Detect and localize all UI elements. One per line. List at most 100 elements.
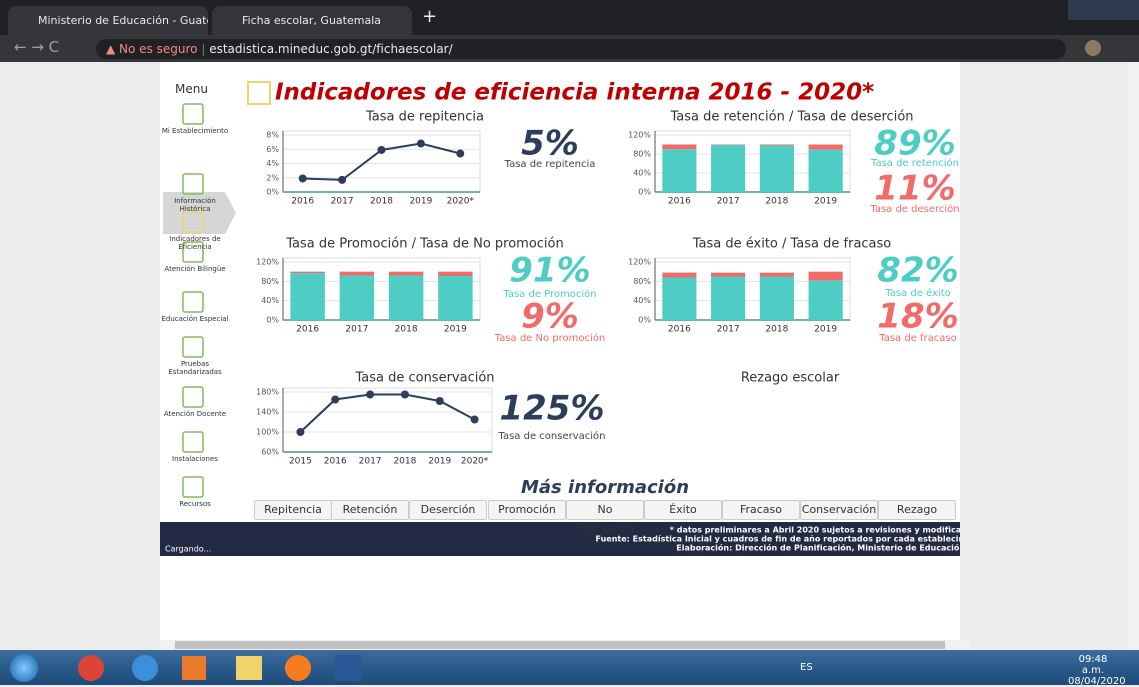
profile-avatar[interactable] xyxy=(1085,40,1101,56)
bar-segment xyxy=(760,145,794,192)
headline-figure: 18% xyxy=(877,297,958,337)
taskbar-app[interactable] xyxy=(335,655,361,681)
headline-figure: 11% xyxy=(874,169,955,209)
info-button[interactable]: Conservación xyxy=(800,500,878,520)
scroll-thumb[interactable] xyxy=(175,641,945,649)
info-button[interactable]: Retención xyxy=(331,500,409,520)
menu-item[interactable]: Mi Establecimiento xyxy=(160,127,230,135)
bar-segment xyxy=(809,272,843,281)
bar-segment xyxy=(389,272,423,276)
bar-segment xyxy=(662,277,696,320)
bar-segment xyxy=(760,145,794,146)
headline-figure: 91% xyxy=(509,251,590,291)
taskbar-app[interactable] xyxy=(285,655,311,681)
screen: Ministerio de Educación - Guatemala Fich… xyxy=(0,0,1139,685)
info-button[interactable]: Promoción xyxy=(488,500,566,520)
info-button[interactable]: Deserción xyxy=(409,500,487,520)
info-button[interactable]: Rezago xyxy=(878,500,956,520)
info-button[interactable]: Éxito xyxy=(644,500,722,520)
bar-segment xyxy=(290,272,324,273)
point xyxy=(417,140,425,148)
bar-segment xyxy=(662,145,696,150)
y-tick-label: 80% xyxy=(261,277,279,286)
time: 09:48 a.m. xyxy=(1068,654,1118,676)
menu-title: Menu xyxy=(175,82,208,96)
point xyxy=(378,146,386,154)
nav-buttons[interactable]: ← → C xyxy=(14,38,59,56)
y-tick-label: 80% xyxy=(633,150,651,159)
tab[interactable]: Ministerio de Educación - Guatemala xyxy=(8,6,208,35)
date: 08/04/2020 xyxy=(1068,676,1118,687)
menu-icon xyxy=(183,174,203,194)
headline-label: Tasa de No promoción xyxy=(494,332,606,344)
taskbar-app[interactable] xyxy=(236,656,262,680)
menu-icon xyxy=(183,337,203,357)
x-tick-label: 2019 xyxy=(814,325,837,335)
point xyxy=(366,391,374,399)
bar-segment xyxy=(711,273,745,277)
menu-item[interactable]: Indicadores de Eficiencia xyxy=(160,235,230,251)
language[interactable]: ES xyxy=(800,662,813,673)
new-tab[interactable]: + xyxy=(422,6,437,27)
info-button[interactable]: Repitencia xyxy=(254,500,332,520)
page-title: Indicadores de eficiencia interna 2016 -… xyxy=(275,80,874,106)
menu-item[interactable]: Atención Docente xyxy=(160,410,230,418)
x-tick-label: 2017 xyxy=(331,197,354,207)
y-tick-label: 40% xyxy=(633,296,651,305)
line-series xyxy=(300,395,474,433)
menu-icon xyxy=(183,292,203,312)
menu-item[interactable]: Educación Especial xyxy=(160,315,230,323)
bar-segment xyxy=(809,150,843,192)
y-tick-label: 0% xyxy=(638,188,651,197)
point xyxy=(299,174,307,182)
bar-segment xyxy=(340,276,374,320)
clock[interactable]: 09:48 a.m. 08/04/2020 xyxy=(1068,654,1118,687)
x-tick-label: 2019 xyxy=(428,457,451,467)
menu-item[interactable]: Atención Bilingüe xyxy=(160,265,230,273)
point xyxy=(401,391,409,399)
info-button[interactable]: No Promoción xyxy=(566,500,644,520)
x-tick-label: 2016 xyxy=(296,325,319,335)
taskbar-app[interactable] xyxy=(78,655,104,681)
start-button[interactable] xyxy=(10,654,38,682)
menu-item[interactable]: Pruebas Estandarizadas xyxy=(160,360,230,376)
x-tick-label: 2015 xyxy=(289,457,312,467)
x-tick-label: 2018 xyxy=(393,457,416,467)
h-scrollbar[interactable] xyxy=(160,640,970,650)
y-tick-label: 100% xyxy=(256,428,279,437)
bar-segment xyxy=(809,280,843,320)
footer-note: Elaboración: Dirección de Planificación,… xyxy=(676,543,960,553)
x-tick-label: 2018 xyxy=(765,197,788,207)
y-tick-label: 6% xyxy=(266,145,279,154)
security-text: No es seguro xyxy=(119,42,197,56)
chart-title: Tasa de Promoción / Tasa de No promoción xyxy=(285,237,564,252)
taskbar-app[interactable] xyxy=(132,655,158,681)
tab[interactable]: Ficha escolar, Guatemala xyxy=(212,6,412,35)
x-tick-label: 2018 xyxy=(395,325,418,335)
menu-item[interactable]: Instalaciones xyxy=(160,455,230,463)
chart-title: Rezago escolar xyxy=(741,371,840,386)
page-content: Indicadores de eficiencia interna 2016 -… xyxy=(160,62,960,640)
y-tick-label: 0% xyxy=(266,316,279,325)
window-controls[interactable] xyxy=(1068,0,1139,20)
x-tick-label: 2016 xyxy=(324,457,347,467)
point xyxy=(296,428,304,436)
taskbar-app[interactable] xyxy=(182,656,206,680)
window-scrollbar[interactable] xyxy=(1128,62,1139,650)
headline-label: Tasa de deserción xyxy=(869,203,959,215)
bar-segment xyxy=(809,145,843,150)
bar-segment xyxy=(340,272,374,276)
bar-segment xyxy=(662,273,696,278)
menu-icon xyxy=(183,104,203,124)
title-icon xyxy=(248,82,270,104)
x-tick-label: 2019 xyxy=(444,325,467,335)
bar-segment xyxy=(760,273,794,277)
bar-segment xyxy=(711,277,745,321)
chart-title: Tasa de retención / Tasa de deserción xyxy=(669,110,913,125)
info-button[interactable]: Fracaso xyxy=(722,500,800,520)
menu-item[interactable]: Recursos xyxy=(160,500,230,508)
omnibox[interactable]: ▲ No es seguro | estadistica.mineduc.gob… xyxy=(96,39,1066,59)
more-info-heading: Más información xyxy=(521,477,689,498)
bar-segment xyxy=(711,145,745,192)
menu-item[interactable]: Información Histórica xyxy=(160,197,230,213)
